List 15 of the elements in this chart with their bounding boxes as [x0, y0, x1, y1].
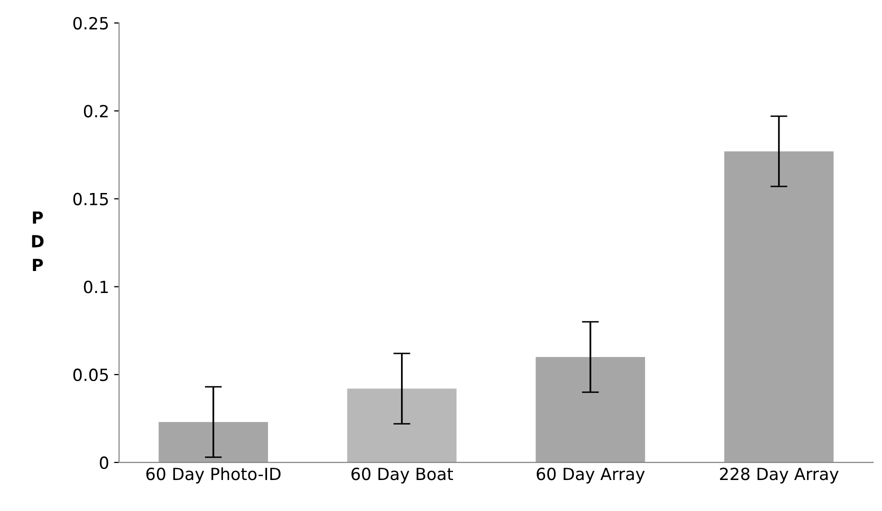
bar	[724, 151, 834, 462]
x-tick-label: 60 Day Boat	[351, 468, 454, 484]
bar	[158, 422, 268, 462]
x-tick-label: 228 Day Array	[720, 468, 839, 484]
y-tick-label: 0.1	[84, 280, 108, 294]
y-tick-label: 0	[100, 456, 108, 470]
x-tick-label: 60 Day Array	[536, 468, 645, 484]
bar	[536, 356, 646, 462]
y-tick-label: 0.25	[73, 16, 108, 30]
x-tick-label: 60 Day Photo-ID	[146, 467, 281, 484]
bar	[347, 388, 457, 462]
y-tick-label: 0.2	[84, 104, 108, 118]
y-tick-label: 0.05	[73, 368, 108, 382]
y-tick-label: 0.15	[73, 192, 108, 206]
y-axis-title: PDP	[32, 211, 44, 272]
